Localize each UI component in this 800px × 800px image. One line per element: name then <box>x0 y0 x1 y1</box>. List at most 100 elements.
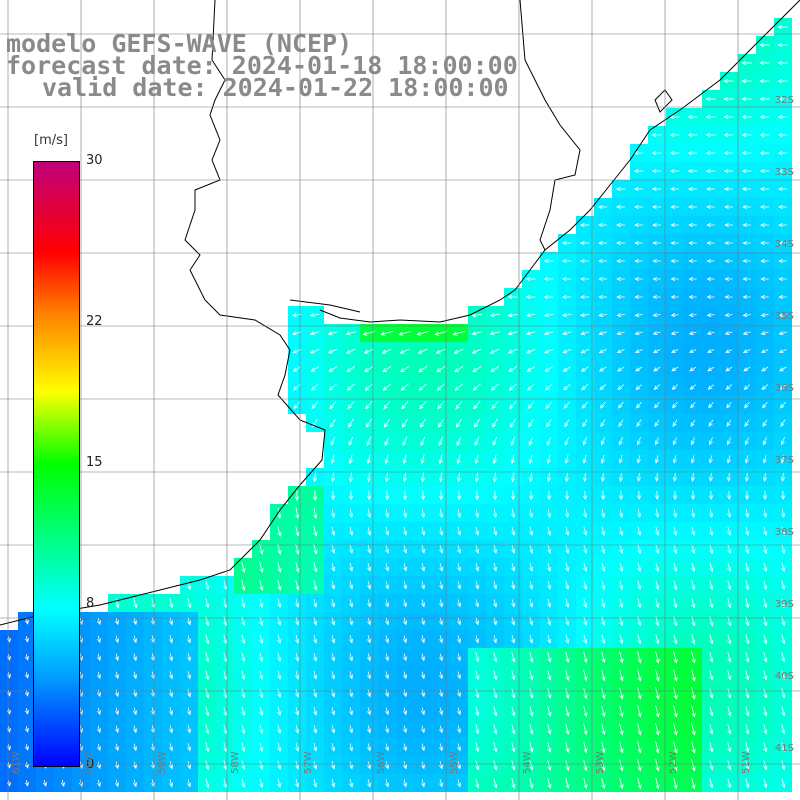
lat-label: 33S <box>774 167 794 178</box>
wind-arrow <box>579 294 590 300</box>
coastline-south-america <box>0 0 326 626</box>
wind-arrow <box>598 294 607 300</box>
wind-arrow <box>654 455 659 464</box>
wind-arrow <box>601 723 606 736</box>
wind-arrow <box>672 472 678 482</box>
lat-label: 36S <box>774 383 794 394</box>
wind-arrow <box>349 581 354 590</box>
wind-arrow <box>313 743 318 752</box>
lon-label: 60W <box>84 751 95 774</box>
wind-arrow <box>654 472 660 482</box>
wind-arrow <box>168 689 174 698</box>
wind-arrow <box>329 401 337 410</box>
wind-arrow <box>579 222 590 228</box>
wind-arrow <box>581 383 589 391</box>
wind-arrow <box>724 331 733 336</box>
wind-arrow <box>580 348 589 354</box>
wind-arrow <box>598 331 607 336</box>
wind-arrow <box>781 670 786 681</box>
wind-arrow <box>581 401 589 409</box>
wind-arrow <box>277 507 282 520</box>
wind-arrow <box>471 313 482 318</box>
wind-arrow <box>438 671 444 680</box>
wind-arrow <box>763 742 768 753</box>
wind-arrow <box>564 490 570 501</box>
wind-arrow <box>634 331 643 336</box>
wind-arrow <box>313 761 318 770</box>
wind-arrow <box>601 651 606 664</box>
wind-arrow <box>670 258 679 264</box>
wind-arrow <box>724 222 733 228</box>
wind-arrow <box>708 472 714 482</box>
wind-arrow <box>760 258 769 264</box>
wind-arrow <box>727 742 732 753</box>
wind-arrow <box>745 706 750 717</box>
wind-arrow <box>781 778 786 789</box>
wind-arrow <box>742 349 751 353</box>
wind-arrow <box>132 707 138 716</box>
wind-arrow <box>723 186 734 192</box>
wind-arrow <box>421 581 426 590</box>
wind-arrow <box>328 366 338 373</box>
wind-arrow <box>583 741 588 754</box>
wind-arrow <box>511 563 516 572</box>
wind-arrow <box>384 635 390 644</box>
wind-arrow <box>619 580 624 591</box>
wind-arrow <box>763 526 768 537</box>
wind-arrow <box>561 276 572 282</box>
wind-arrow <box>709 508 714 519</box>
wind-arrow <box>475 599 480 608</box>
wind-arrow <box>655 651 660 664</box>
title-forecast-date: forecast date: 2024-01-18 18:00:00 <box>6 51 518 80</box>
wind-arrow <box>671 384 678 391</box>
wind-arrow <box>402 635 408 644</box>
wind-arrow <box>547 741 552 753</box>
wind-arrow <box>527 401 535 410</box>
wind-arrow <box>709 544 714 555</box>
wind-arrow <box>295 652 300 662</box>
wind-arrow <box>439 526 444 536</box>
wind-arrow <box>382 383 391 391</box>
wind-arrow <box>205 598 210 609</box>
wind-arrow <box>670 312 679 318</box>
wind-arrow <box>707 384 714 390</box>
wind-arrow <box>583 651 588 664</box>
wind-arrow <box>475 581 480 590</box>
wind-arrow <box>633 168 644 174</box>
wind-arrow <box>114 707 119 716</box>
wind-arrow <box>744 455 749 464</box>
wind-arrow <box>313 653 318 662</box>
wind-arrow <box>529 617 534 626</box>
wind-arrow <box>438 599 444 608</box>
wind-arrow <box>727 526 732 537</box>
wind-arrow <box>223 742 228 753</box>
wind-arrow <box>346 383 355 391</box>
wind-arrow <box>583 544 588 555</box>
wind-arrow <box>565 544 570 554</box>
wind-arrow <box>546 454 551 465</box>
wind-arrow <box>654 401 660 409</box>
wind-arrow <box>114 617 119 626</box>
wind-arrow <box>673 759 678 772</box>
wind-arrow <box>617 366 625 372</box>
wind-arrow <box>706 294 715 300</box>
wind-arrow <box>669 132 680 138</box>
wind-arrow <box>543 258 554 264</box>
wind-arrow <box>493 778 498 789</box>
wind-arrow <box>777 150 788 156</box>
wind-arrow <box>492 472 497 483</box>
wind-arrow <box>474 635 480 644</box>
wind-arrow <box>597 240 608 246</box>
wind-arrow <box>168 743 174 752</box>
wind-arrow <box>619 651 624 664</box>
wind-arrow <box>598 366 607 372</box>
wind-arrow <box>564 472 570 483</box>
wind-arrow <box>168 779 174 788</box>
wind-arrow <box>778 331 787 336</box>
wind-arrow <box>331 581 336 590</box>
wind-arrow <box>690 472 696 482</box>
wind-arrow <box>619 508 624 519</box>
inland-lake <box>654 89 673 113</box>
wind-arrow <box>745 724 750 735</box>
wind-arrow <box>493 706 498 717</box>
